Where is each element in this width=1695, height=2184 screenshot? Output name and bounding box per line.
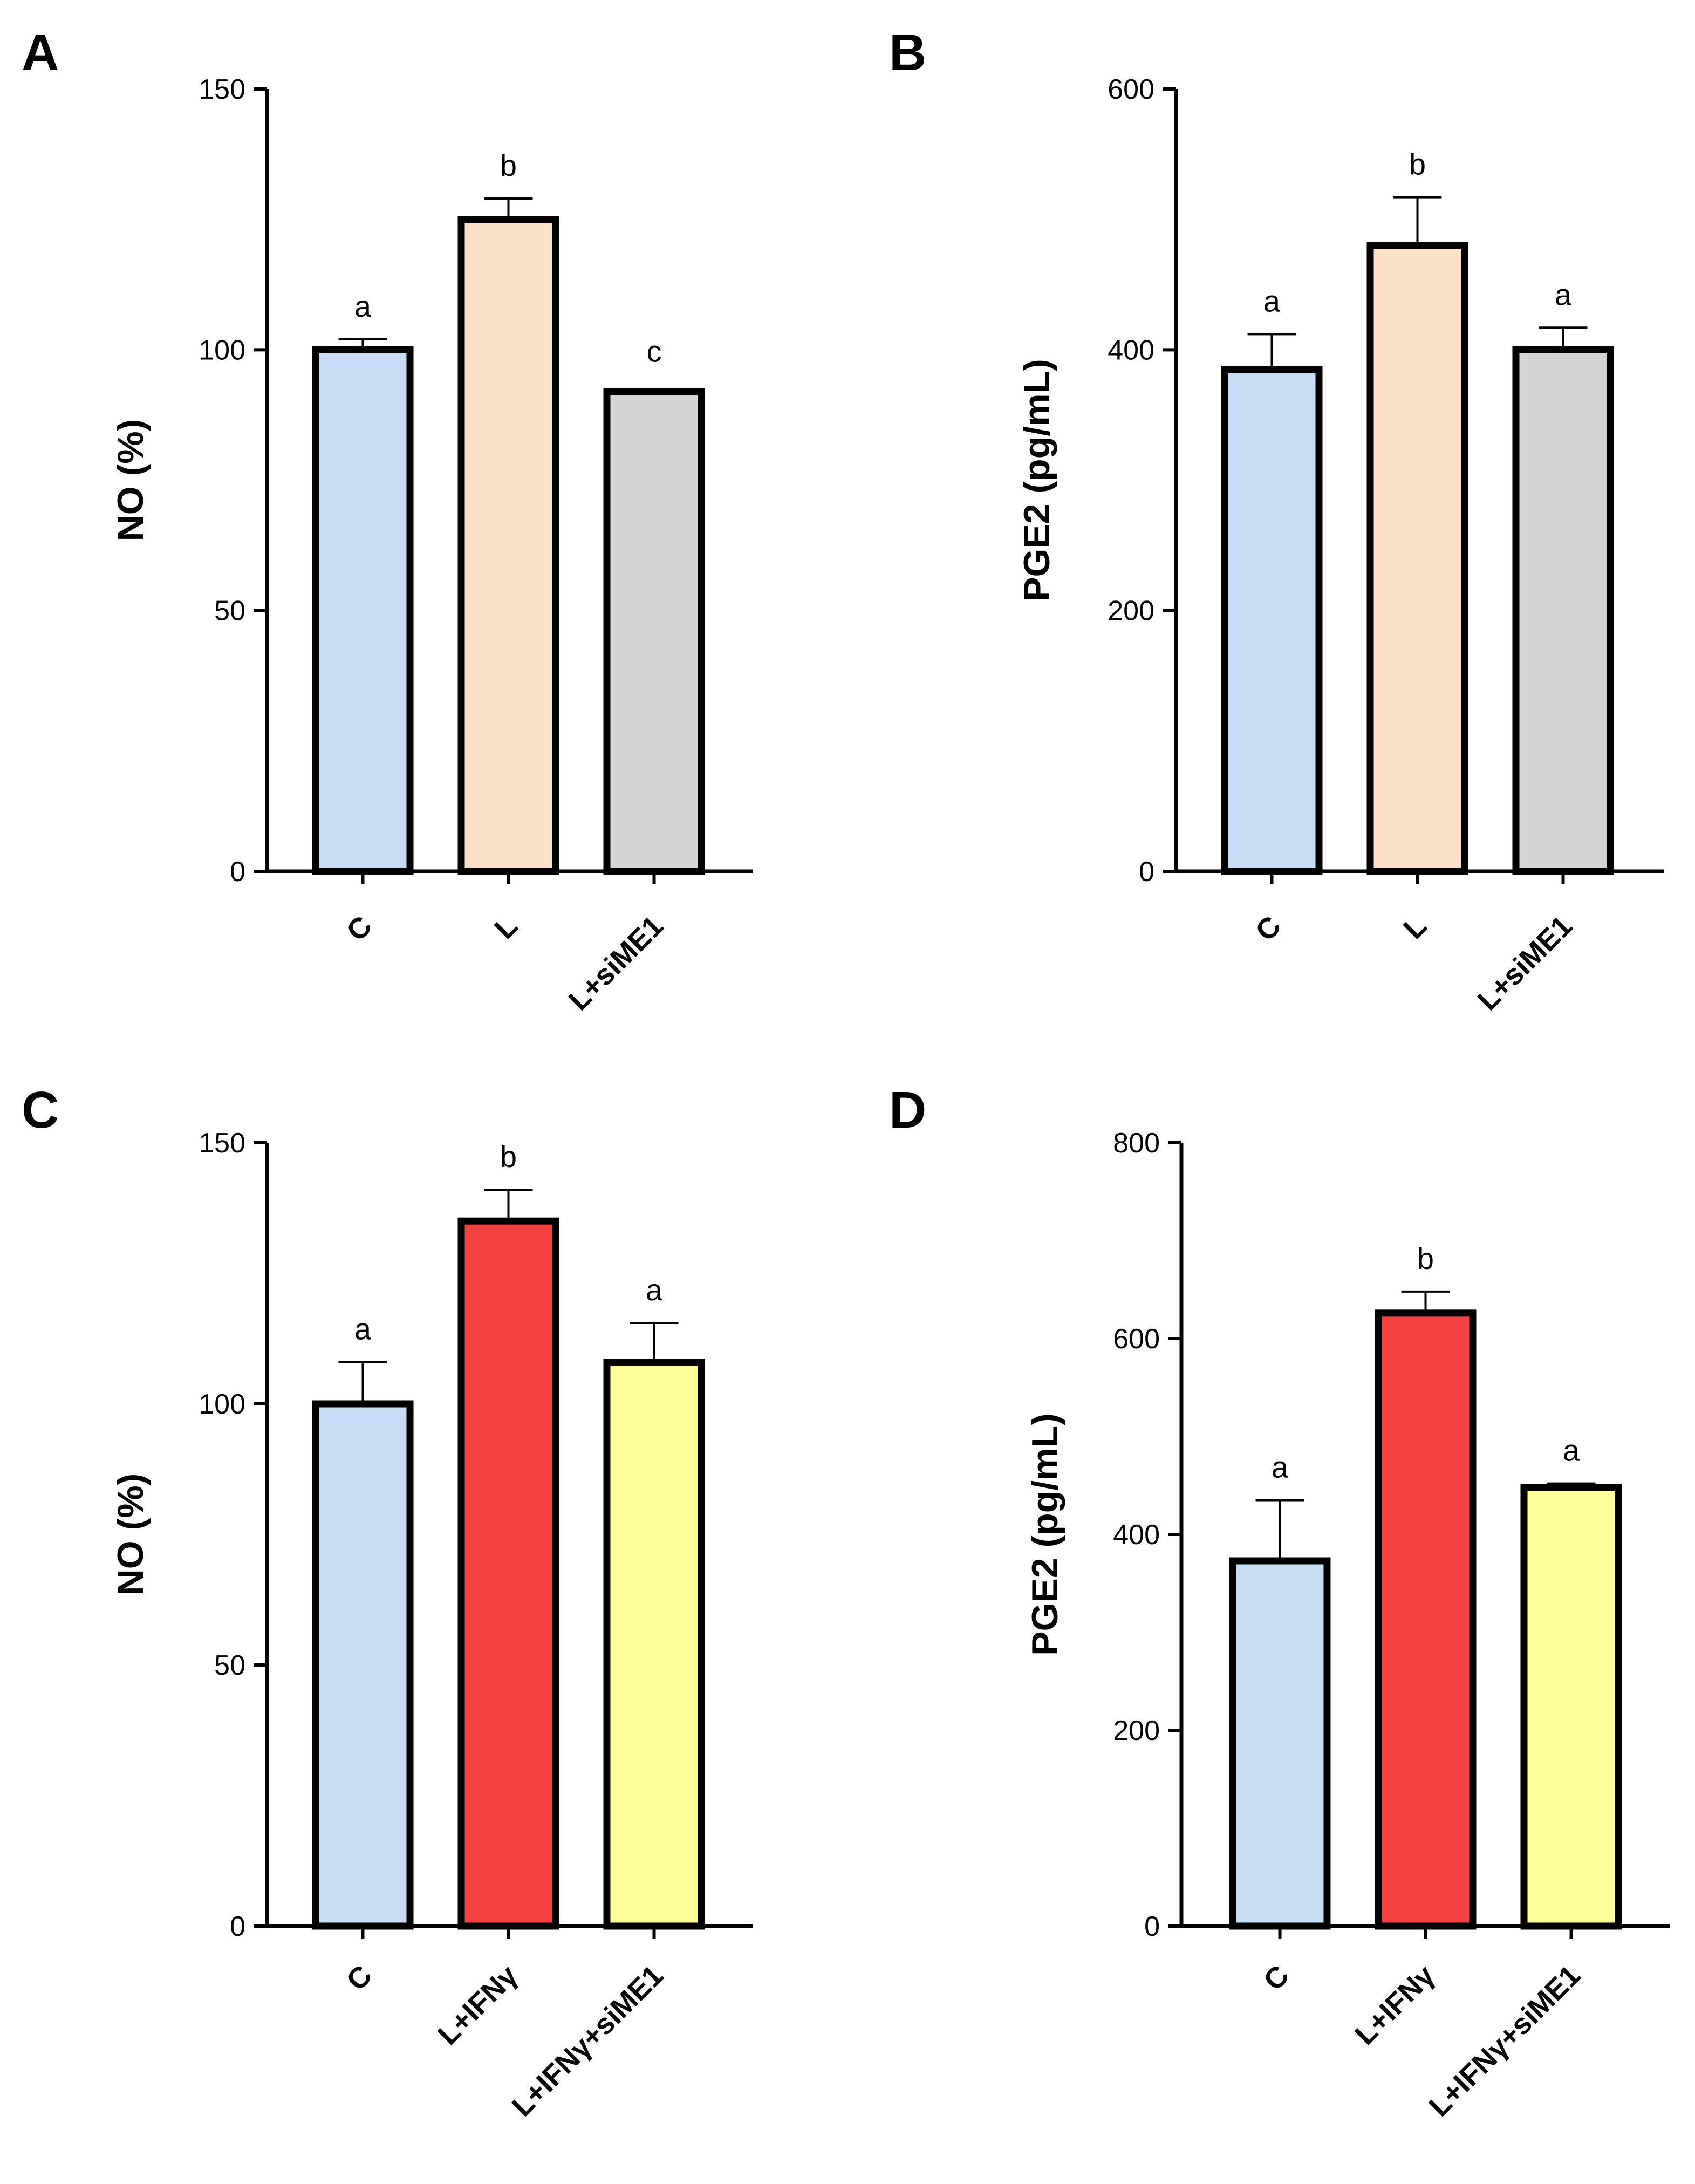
panel-d-bar [1520, 1484, 1622, 1930]
panel-a-y-tick-label: 0 [230, 856, 245, 888]
panel-c: C 0 50 100 150 NO (%) a Cb L+IFNγ a L+IFNγ+siME1 [22, 1081, 753, 2123]
panel-a-y-axis-label: NO (%) [110, 419, 151, 542]
panel-b-bar [1221, 366, 1323, 875]
panel-d-category-label: L+IFNγ [1349, 1959, 1441, 2051]
panel-b-category-label: L [1397, 910, 1433, 945]
panel-a-significance-label: c [647, 335, 662, 368]
panel-a-y-tick-label: 50 [214, 596, 245, 627]
panel-a-category-label: L [488, 910, 524, 945]
panel-c-category-label: C [340, 1959, 378, 1997]
panel-c-bar [603, 1359, 705, 1930]
panel-a-significance-label: a [354, 289, 372, 323]
panel-c-y-tick-label: 50 [214, 1650, 245, 1681]
panel-b-bar [1366, 242, 1468, 875]
panel-b-significance-label: a [1263, 284, 1281, 318]
panel-a-y-tick-label: 100 [199, 335, 245, 366]
panel-c-letter: C [22, 1081, 59, 1139]
panel-c-bar [312, 1400, 414, 1930]
panel-b-category-label: L+siME1 [1472, 910, 1578, 1016]
panel-d-y-tick-label: 200 [1113, 1715, 1160, 1746]
panel-b-y-tick-label: 0 [1139, 856, 1154, 888]
panel-a-bar [603, 388, 705, 875]
panel-d-y-tick-label: 800 [1113, 1128, 1160, 1159]
panel-c-significance-label: b [500, 1139, 517, 1173]
panel-a-significance-label: b [500, 148, 517, 182]
panel-a: A 0 50 100 150 NO (%) a Cb Lc L+siME1 [22, 24, 753, 1016]
panel-d-y-tick-label: 400 [1113, 1519, 1160, 1551]
panel-d-category-label: C [1257, 1959, 1295, 1997]
panel-b-y-tick-label: 200 [1108, 596, 1154, 627]
panel-c-significance-label: a [354, 1312, 372, 1346]
panel-c-category-label: L+IFNγ+siME1 [506, 1959, 669, 2122]
panel-d-y-tick-label: 600 [1113, 1323, 1160, 1355]
panel-b-y-tick-label: 400 [1108, 335, 1154, 366]
panel-c-y-tick-label: 0 [230, 1911, 245, 1942]
panel-a-y-tick-label: 150 [199, 74, 245, 105]
panel-b-category-label: C [1249, 910, 1287, 947]
panel-d-significance-label: a [1272, 1450, 1289, 1484]
panel-c-y-tick-label: 150 [199, 1128, 245, 1159]
panel-c-significance-label: a [646, 1273, 663, 1307]
panel-b-y-tick-label: 600 [1108, 74, 1154, 105]
panel-c-y-tick-label: 100 [199, 1389, 245, 1420]
panel-c-category-label: L+IFNγ [432, 1959, 524, 2051]
panel-b: B 0 200 400 600 PGE2 (pg/mL) a Cb La L+siME1 [889, 24, 1664, 1016]
panel-b-significance-label: b [1409, 147, 1426, 181]
panel-c-y-axis-label: NO (%) [110, 1473, 151, 1596]
panel-d-bar [1229, 1557, 1331, 1930]
panel-a-bar [457, 216, 559, 875]
panel-b-y-axis-label: PGE2 (pg/mL) [1016, 359, 1057, 602]
panel-d-letter: D [889, 1081, 926, 1139]
panel-a-bar [312, 346, 414, 875]
panel-b-significance-label: a [1555, 277, 1572, 311]
panel-d-category-label: L+IFNγ+siME1 [1423, 1959, 1587, 2122]
panel-d-bar [1375, 1309, 1477, 1930]
panel-d-significance-label: b [1417, 1241, 1434, 1275]
panel-a-category-label: C [340, 910, 378, 947]
panel-b-letter: B [889, 24, 926, 81]
panel-a-category-label: L+siME1 [563, 910, 669, 1016]
panel-d: D 0 200 400 600 800 PGE2 (pg/mL) a Cb L+IFNγ a L+IF… [889, 1081, 1670, 2123]
panel-b-bar [1512, 346, 1614, 875]
panel-d-significance-label: a [1563, 1434, 1580, 1468]
panel-a-letter: A [22, 24, 59, 81]
panel-c-bar [457, 1217, 559, 1930]
panel-d-y-axis-label: PGE2 (pg/mL) [1024, 1413, 1065, 1656]
panel-d-y-tick-label: 0 [1144, 1911, 1160, 1942]
